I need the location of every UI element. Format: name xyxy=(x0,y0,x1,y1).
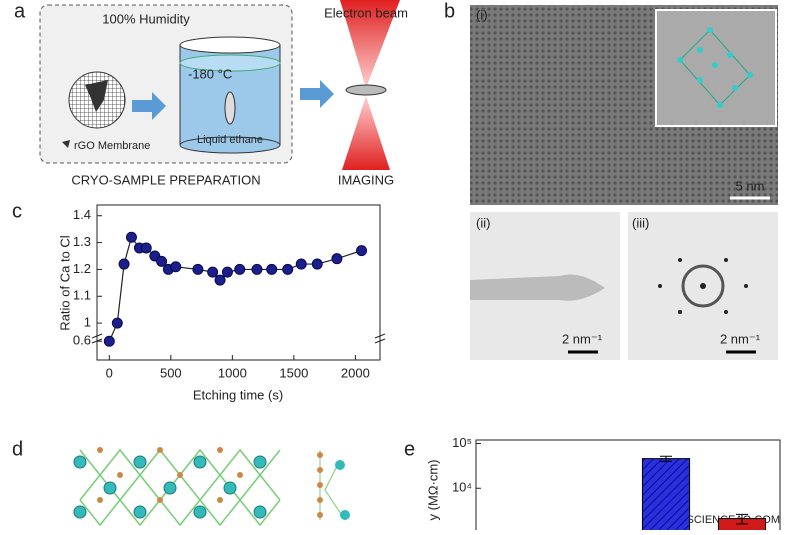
data-point xyxy=(170,261,182,273)
prep-label: CRYO-SAMPLE PREPARATION xyxy=(71,172,260,187)
data-point xyxy=(103,335,115,347)
temperature-label: -180 °C xyxy=(188,66,232,81)
y-tick-label: 0.6 xyxy=(73,333,91,348)
beam-stop xyxy=(470,274,605,301)
data-point xyxy=(311,258,323,270)
x-tick-label: 1000 xyxy=(218,365,247,380)
panel-label: b xyxy=(444,0,455,22)
panel-label: a xyxy=(14,0,26,22)
data-point xyxy=(207,266,219,278)
panel-d: d xyxy=(12,438,350,527)
y-tick-label: 1.4 xyxy=(73,207,91,222)
atoms xyxy=(677,27,753,108)
panel-a: a 100% Humidity -180 °C Liquid ethane rG… xyxy=(14,0,408,187)
scale-label: 2 nm⁻¹ xyxy=(720,331,761,346)
error-bar xyxy=(736,513,748,525)
sub-label: (i) xyxy=(476,7,488,22)
y-tick-label: 1.3 xyxy=(73,234,91,249)
y-tick-label: 10⁵ xyxy=(452,435,472,450)
bar xyxy=(641,458,691,535)
panel-label: c xyxy=(12,200,22,222)
panel-label: e xyxy=(404,438,415,460)
arrow xyxy=(300,80,334,108)
plot-frame xyxy=(96,204,381,361)
liquid-label: Liquid ethane xyxy=(197,134,263,146)
data-point xyxy=(192,263,204,275)
error-bar xyxy=(660,455,672,462)
panel-b: b (i) 5 nm (ii) 2 nm⁻¹ (iii) 2 nm⁻¹ xyxy=(444,0,778,360)
y-axis-label: y (MΩ·cm) xyxy=(425,460,440,521)
data-point xyxy=(111,317,123,329)
panel-c: c Ratio of Ca to Cl Etching time (s) xyxy=(12,200,386,402)
y-axis-label: Ratio of Ca to Cl xyxy=(57,235,72,330)
beam xyxy=(342,96,390,170)
data-point xyxy=(251,263,263,275)
scale-label: 2 nm⁻¹ xyxy=(562,331,603,346)
y-tick-label: 1 xyxy=(84,315,91,330)
sub-label: (iii) xyxy=(632,215,649,230)
beam xyxy=(340,0,400,88)
axis-break xyxy=(91,333,386,344)
scale-label: 5 nm xyxy=(736,178,765,193)
panel-label: d xyxy=(12,438,23,460)
sample xyxy=(224,91,236,125)
data-point xyxy=(140,242,152,254)
x-tick-label: 500 xyxy=(160,365,182,380)
data-point xyxy=(356,245,368,257)
data-point xyxy=(125,231,137,243)
y-tick-label: 1.2 xyxy=(73,261,91,276)
data-point xyxy=(214,274,226,286)
membrane-label: rGO Membrane xyxy=(74,140,150,152)
beam-label: Electron beam xyxy=(324,5,408,20)
arrow xyxy=(132,92,166,120)
data-point xyxy=(221,266,233,278)
humidity-label: 100% Humidity xyxy=(102,11,190,26)
plot-frame xyxy=(475,439,781,535)
data-point xyxy=(118,258,130,270)
data-point xyxy=(282,263,294,275)
sub-label: (ii) xyxy=(476,215,490,230)
data-point xyxy=(234,263,246,275)
data-point xyxy=(266,263,278,275)
x-tick-label: 0 xyxy=(106,365,113,380)
x-tick-label: 2000 xyxy=(341,365,370,380)
inset xyxy=(655,9,777,127)
y-tick-label: 10⁴ xyxy=(452,480,472,495)
membrane xyxy=(85,80,108,112)
x-tick-label: 1500 xyxy=(279,365,308,380)
x-axis-label: Etching time (s) xyxy=(193,387,283,402)
data-point xyxy=(331,253,343,265)
holder xyxy=(345,84,387,96)
data-point xyxy=(295,258,307,270)
data-line xyxy=(108,235,362,342)
data-point xyxy=(156,255,168,267)
imaging-label: IMAGING xyxy=(338,172,394,187)
y-tick-label: 1.1 xyxy=(73,288,91,303)
